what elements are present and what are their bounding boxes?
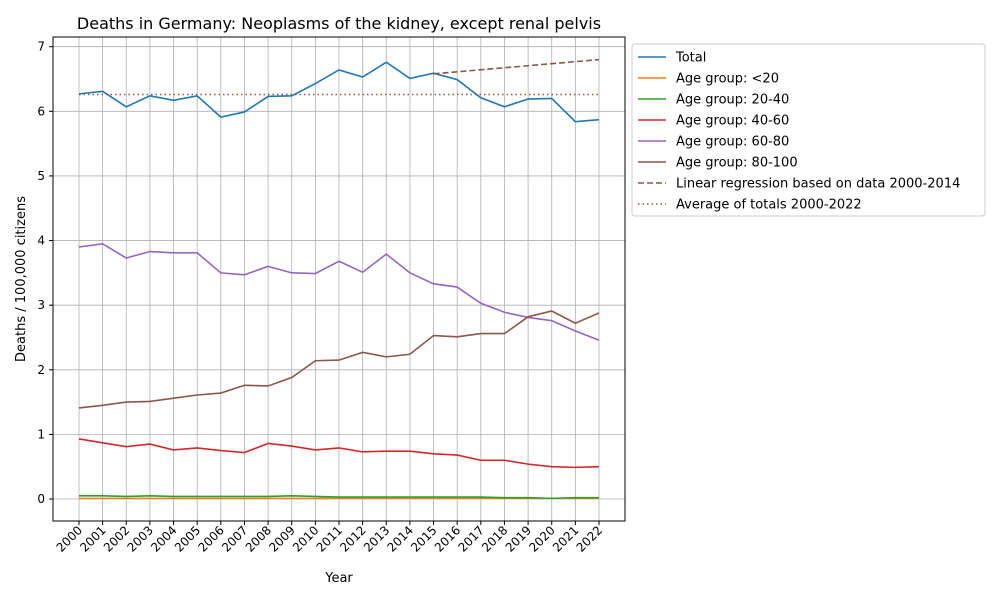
x-tick-label: 2018 [479, 523, 510, 554]
x-tick-label: 2022 [574, 523, 605, 554]
x-tick-label: 2002 [101, 523, 132, 554]
x-tick-label: 2009 [266, 523, 297, 554]
x-tick-label: 2013 [361, 523, 392, 554]
series-line [78, 310, 600, 409]
x-tick-label: 2008 [243, 523, 274, 554]
x-tick-label: 2015 [408, 523, 439, 554]
x-tick-label: 2016 [432, 523, 463, 554]
x-tick-label: 2010 [290, 523, 321, 554]
x-tick-label: 2006 [195, 523, 226, 554]
legend-label: Linear regression based on data 2000-201… [676, 177, 960, 192]
x-tick-label: 2020 [526, 523, 557, 554]
y-tick-label: 6 [37, 104, 45, 118]
y-tick-label: 2 [37, 363, 45, 377]
legend-box [631, 43, 986, 217]
legend-label: Total [675, 51, 706, 66]
y-tick-label: 4 [37, 234, 45, 248]
x-tick-label: 2001 [77, 523, 108, 554]
x-tick-label: 2021 [550, 523, 581, 554]
legend-label: Age group: <20 [676, 72, 779, 87]
series-line [433, 58, 600, 75]
x-axis-label: Year [324, 571, 353, 586]
x-tick-label: 2019 [503, 523, 534, 554]
y-tick-label: 0 [37, 492, 45, 506]
x-tick-label: 2003 [125, 523, 156, 554]
x-tick-label: 2014 [385, 523, 416, 554]
series-line [78, 242, 600, 341]
y-tick-label: 3 [37, 298, 45, 312]
legend-label: Age group: 80-100 [676, 156, 798, 171]
legend-label: Age group: 20-40 [676, 93, 789, 108]
x-tick-label: 2004 [148, 523, 179, 554]
x-tick-label: 2011 [314, 523, 345, 554]
legend-label: Age group: 60-80 [676, 135, 789, 150]
y-tick-label: 7 [37, 40, 45, 54]
series-line [79, 494, 599, 500]
x-tick-label: 2005 [172, 523, 203, 554]
x-tick-label: 2007 [219, 523, 250, 554]
y-axis-label: Deaths / 100,000 citizens [14, 196, 29, 362]
chart-title: Deaths in Germany: Neoplasms of the kidn… [77, 14, 601, 33]
legend-label: Average of totals 2000-2022 [676, 198, 862, 213]
x-tick-label: 2017 [455, 523, 486, 554]
y-tick-label: 5 [37, 169, 45, 183]
series-line [78, 438, 600, 469]
series-line [78, 61, 600, 123]
legend-label: Age group: 40-60 [676, 114, 789, 129]
x-tick-label: 2000 [54, 523, 85, 554]
x-tick-label: 2012 [337, 523, 368, 554]
y-tick-label: 1 [37, 427, 45, 441]
